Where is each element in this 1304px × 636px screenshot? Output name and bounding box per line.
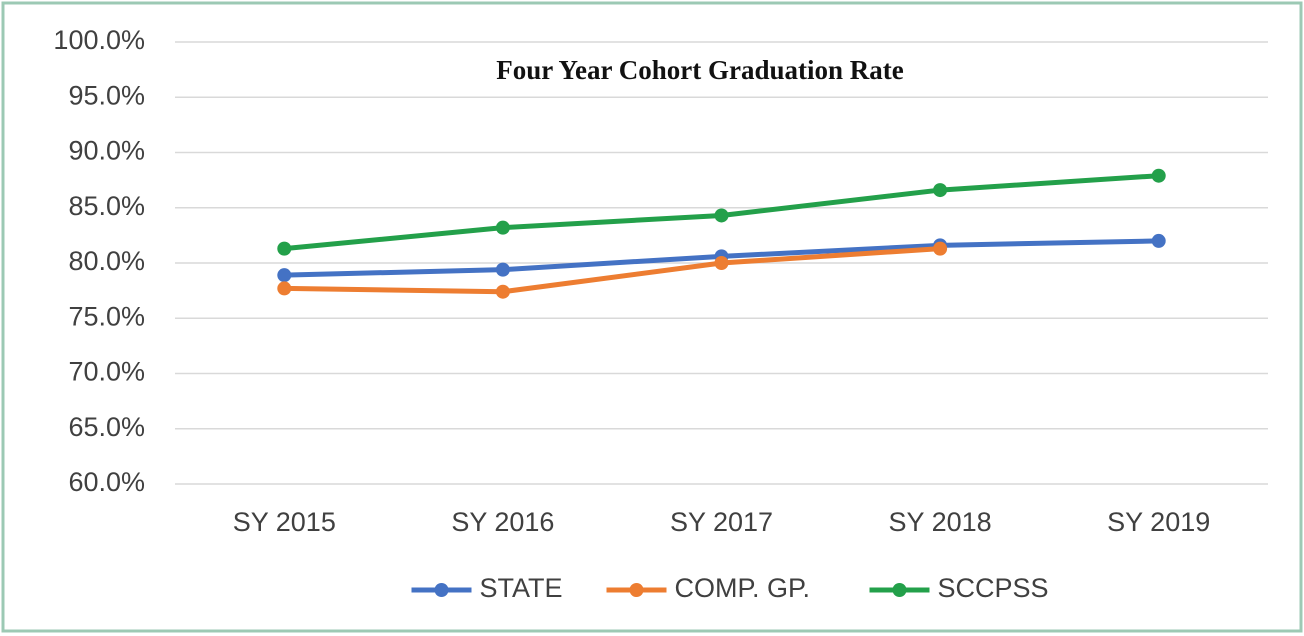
x-tick-label: SY 2016 (451, 507, 554, 537)
data-point (714, 256, 729, 270)
data-point (1151, 233, 1166, 248)
legend-marker (434, 583, 449, 597)
y-tick-label: 80.0% (68, 246, 145, 276)
data-point (714, 208, 729, 223)
y-tick-label: 85.0% (68, 191, 145, 221)
y-tick-label: 90.0% (68, 136, 145, 166)
y-tick-label: 65.0% (68, 412, 145, 442)
data-point (495, 284, 510, 299)
y-tick-label: 95.0% (68, 80, 145, 110)
legend-label: COMP. GP. (675, 573, 811, 603)
legend-marker (629, 583, 644, 597)
data-point (277, 281, 292, 296)
data-point (495, 220, 510, 235)
legend-label: STATE (480, 573, 563, 603)
data-point (933, 241, 948, 256)
legend-label: SCCPSS (938, 573, 1049, 603)
x-tick-label: SY 2017 (670, 507, 773, 537)
data-point (495, 262, 510, 277)
y-tick-label: 75.0% (68, 301, 145, 331)
y-tick-label: 70.0% (68, 357, 145, 387)
y-tick-label: 100.0% (53, 25, 145, 55)
legend-marker (892, 583, 907, 597)
data-point (277, 241, 292, 256)
series-line (284, 246, 941, 295)
x-tick-label: SY 2019 (1107, 507, 1210, 537)
x-tick-label: SY 2015 (233, 507, 336, 537)
y-tick-label: 60.0% (68, 467, 145, 497)
data-point (1151, 168, 1166, 183)
chart-title: Four Year Cohort Graduation Rate (496, 55, 903, 85)
x-tick-label: SY 2018 (889, 507, 992, 537)
data-point (933, 183, 948, 198)
data-point (277, 268, 292, 283)
